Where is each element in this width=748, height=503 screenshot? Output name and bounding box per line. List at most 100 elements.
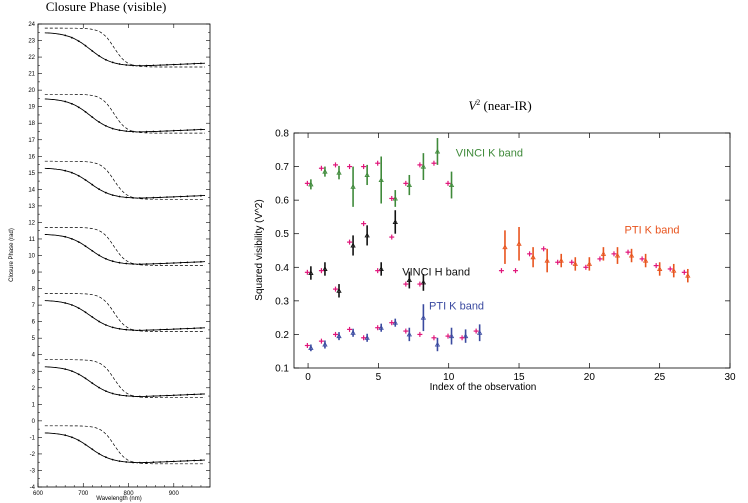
- measurement-point: [193, 393, 196, 396]
- measurement-point: [105, 58, 107, 61]
- data-marker: [364, 334, 370, 340]
- left-y-tick-label: 14: [28, 187, 35, 193]
- right-x-tick-label: 0: [305, 372, 311, 383]
- measurement-point: [105, 191, 107, 194]
- left-x-axis: 600 700 800 900: [33, 24, 202, 497]
- measurement-point: [200, 128, 202, 131]
- measurement-point: [64, 368, 67, 370]
- left-y-tick-label: 9: [32, 270, 36, 276]
- left-y-tick-label: 23: [28, 39, 35, 45]
- right-y-tick-label: 0.5: [275, 229, 289, 240]
- data-marker: [614, 252, 621, 258]
- measurement-point: [152, 395, 155, 397]
- measurement-point: [166, 130, 168, 132]
- model-curve-solid: [44, 234, 206, 265]
- measurement-point: [118, 129, 121, 132]
- measurement-point: [132, 64, 135, 67]
- data-marker: [420, 163, 427, 169]
- left-y-tick-label: 6: [32, 320, 36, 326]
- left-y-tick-label: 19: [28, 105, 35, 111]
- measurement-point: [138, 131, 141, 133]
- measurement-point: [84, 377, 87, 380]
- model-curve-dashed: [44, 359, 205, 399]
- series-label: PTI K band: [429, 300, 484, 312]
- measurement-point: [77, 174, 80, 177]
- left-y-tick-label: 1: [32, 402, 36, 408]
- left-y-tick-label: 7: [32, 303, 36, 309]
- data-marker: [434, 148, 441, 154]
- measurement-point: [98, 386, 100, 389]
- left-y-tick-label: 8: [32, 287, 36, 293]
- measurement-point: [84, 179, 87, 181]
- measurement-point: [111, 392, 114, 395]
- measurement-point: [159, 394, 162, 397]
- model-curve-dashed: [44, 160, 205, 200]
- left-plot-frame: [37, 23, 211, 488]
- data-marker: [392, 319, 398, 325]
- model-curve-solid: [44, 167, 206, 199]
- measurement-point: [71, 102, 73, 105]
- measurement-point: [125, 328, 128, 331]
- series-label: VINCI H band: [402, 267, 470, 279]
- closure-phase-chart: Closure Phase (visible) -4-3-2-101234567…: [9, 0, 211, 502]
- right-x-tick-label: 25: [654, 372, 666, 383]
- measurement-point: [193, 459, 196, 462]
- data-marker: [308, 345, 314, 350]
- measurement-point: [152, 130, 155, 133]
- data-marker: [350, 183, 356, 189]
- data-marker: [420, 279, 427, 285]
- measurement-point: [64, 235, 67, 238]
- measurement-point: [118, 327, 121, 330]
- model-curve-dashed: [44, 27, 205, 68]
- data-marker: [685, 272, 691, 278]
- measurement-point: [159, 130, 162, 133]
- measurement-point: [84, 44, 87, 47]
- data-marker: [364, 232, 370, 238]
- left-y-tick-label: 12: [28, 220, 35, 226]
- measurement-point: [118, 261, 121, 264]
- right-data-points: [304, 138, 691, 352]
- measurement-point: [105, 324, 107, 326]
- data-marker: [392, 219, 398, 224]
- left-y-tick-label: 4: [32, 353, 36, 359]
- measurement-point: [111, 260, 114, 263]
- measurement-point: [179, 63, 182, 66]
- measurement-point: [71, 370, 73, 372]
- data-marker: [448, 182, 455, 188]
- measurement-point: [91, 316, 94, 318]
- measurement-point: [145, 263, 148, 265]
- measurement-point: [159, 64, 162, 66]
- measurement-point: [91, 183, 94, 186]
- model-curve-dashed: [44, 227, 205, 266]
- measurement-point: [105, 257, 107, 260]
- measurement-point: [91, 50, 94, 52]
- data-marker: [308, 181, 314, 187]
- data-marker: [420, 314, 427, 320]
- measurement-point: [77, 439, 80, 442]
- measurement-point: [172, 262, 175, 264]
- measurement-point: [77, 373, 80, 376]
- left-y-tick-label: 0: [32, 419, 36, 425]
- data-marker: [392, 195, 398, 201]
- right-y-tick-label: 0.6: [275, 196, 289, 207]
- measurement-point: [77, 307, 80, 309]
- measurement-point: [145, 64, 148, 67]
- left-x-tick-label: 900: [169, 491, 180, 497]
- measurement-point: [138, 263, 141, 266]
- data-marker: [322, 168, 328, 174]
- measurement-point: [179, 327, 182, 330]
- measurement-point: [111, 458, 114, 461]
- left-x-tick-label: 700: [78, 491, 89, 497]
- left-y-tick-label: 17: [28, 138, 35, 144]
- left-y-tick-label: 20: [28, 88, 35, 94]
- data-marker: [544, 257, 550, 263]
- measurement-point: [91, 448, 94, 451]
- data-marker: [558, 257, 564, 263]
- measurement-point: [166, 394, 168, 397]
- left-y-tick-label: 24: [28, 22, 35, 28]
- model-curve-dashed: [44, 425, 205, 465]
- measurement-point: [200, 459, 202, 462]
- measurement-point: [132, 263, 135, 265]
- data-marker: [350, 329, 356, 335]
- measurement-point: [91, 250, 94, 252]
